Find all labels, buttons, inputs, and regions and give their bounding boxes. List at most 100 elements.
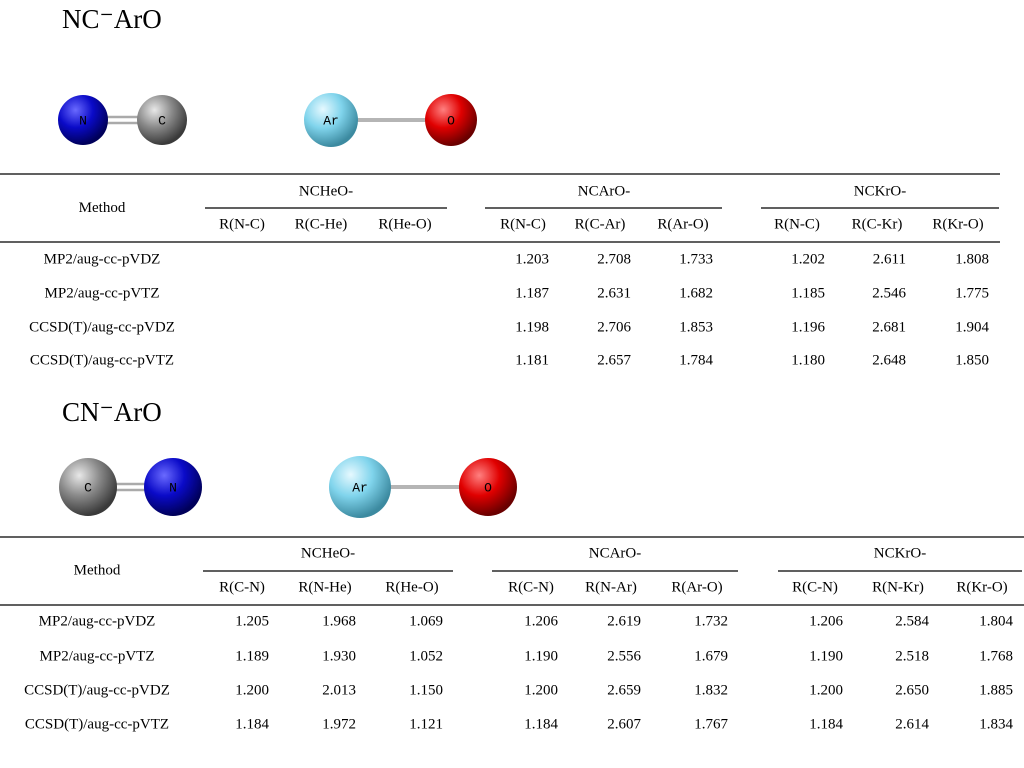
value-cell: 1.206 xyxy=(809,613,843,629)
section-title: CN⁻ArO xyxy=(62,397,162,427)
atom xyxy=(304,93,358,147)
column-header: R(Kr-O) xyxy=(932,216,983,232)
atom xyxy=(425,94,477,146)
value-cell: 1.200 xyxy=(235,682,269,698)
method-cell: CCSD(T)/aug-cc-pVTZ xyxy=(25,716,169,732)
value-cell: 1.196 xyxy=(791,319,825,335)
method-cell: CCSD(T)/aug-cc-pVDZ xyxy=(29,319,175,335)
value-cell: 2.650 xyxy=(895,682,929,698)
value-cell: 2.657 xyxy=(597,352,631,368)
method-cell: MP2/aug-cc-pVTZ xyxy=(40,648,155,664)
value-cell: 1.069 xyxy=(409,613,443,629)
value-cell: 2.631 xyxy=(597,285,631,301)
value-cell: 2.013 xyxy=(322,682,356,698)
atom-label: Ar xyxy=(323,113,339,128)
column-header: R(N-C) xyxy=(219,216,265,232)
value-cell: 2.706 xyxy=(597,319,631,335)
atom-label: O xyxy=(447,113,455,128)
value-cell: 1.679 xyxy=(694,648,728,664)
atom xyxy=(459,458,517,516)
method-cell: CCSD(T)/aug-cc-pVDZ xyxy=(24,682,170,698)
atom-label: N xyxy=(79,113,87,128)
value-cell: 2.611 xyxy=(873,251,906,267)
value-cell: 1.203 xyxy=(515,251,549,267)
column-header: R(C-N) xyxy=(508,579,554,595)
column-header: R(N-He) xyxy=(298,579,351,595)
value-cell: 1.885 xyxy=(979,682,1013,698)
value-cell: 1.190 xyxy=(524,648,558,664)
value-cell: 1.150 xyxy=(409,682,443,698)
column-header: R(N-Ar) xyxy=(585,579,637,595)
value-cell: 1.930 xyxy=(322,648,356,664)
value-cell: 1.205 xyxy=(235,613,269,629)
atom xyxy=(137,95,187,145)
value-cell: 1.121 xyxy=(409,716,443,732)
method-cell: CCSD(T)/aug-cc-pVTZ xyxy=(30,352,174,368)
atom xyxy=(144,458,202,516)
column-header: R(He-O) xyxy=(385,579,438,595)
column-header: Method xyxy=(74,562,121,578)
group-header: NCKrO- xyxy=(874,545,927,561)
group-header: NCHeO- xyxy=(299,183,353,199)
value-cell: 2.607 xyxy=(607,716,641,732)
value-cell: 1.206 xyxy=(524,613,558,629)
group-header: NCArO- xyxy=(578,183,631,199)
value-cell: 2.681 xyxy=(872,319,906,335)
column-header: R(Kr-O) xyxy=(956,579,1007,595)
value-cell: 2.659 xyxy=(607,682,641,698)
method-cell: MP2/aug-cc-pVDZ xyxy=(44,251,161,267)
value-cell: 2.546 xyxy=(872,285,906,301)
value-cell: 1.682 xyxy=(679,285,713,301)
value-cell: 1.202 xyxy=(791,251,825,267)
column-header: R(Ar-O) xyxy=(671,579,722,595)
atom-label: N xyxy=(169,480,177,495)
value-cell: 1.184 xyxy=(524,716,558,732)
value-cell: 1.200 xyxy=(809,682,843,698)
column-header: Method xyxy=(79,200,126,216)
column-header: R(N-C) xyxy=(774,216,820,232)
atom-label: Ar xyxy=(352,480,368,495)
atom-label: C xyxy=(158,113,166,128)
column-header: R(N-Kr) xyxy=(872,579,924,595)
value-cell: 1.052 xyxy=(409,648,443,664)
section-title: NC⁻ArO xyxy=(62,4,162,34)
column-header: R(C-Ar) xyxy=(575,216,626,232)
value-cell: 1.184 xyxy=(235,716,269,732)
value-cell: 1.190 xyxy=(809,648,843,664)
column-header: R(Ar-O) xyxy=(657,216,708,232)
value-cell: 2.619 xyxy=(607,613,641,629)
value-cell: 1.768 xyxy=(979,648,1013,664)
value-cell: 1.968 xyxy=(322,613,356,629)
column-header: R(C-N) xyxy=(219,579,265,595)
atom xyxy=(59,458,117,516)
value-cell: 1.185 xyxy=(791,285,825,301)
value-cell: 1.834 xyxy=(979,716,1013,732)
value-cell: 2.614 xyxy=(895,716,929,732)
atom-label: C xyxy=(84,480,92,495)
value-cell: 1.184 xyxy=(809,716,843,732)
value-cell: 1.784 xyxy=(679,352,713,368)
value-cell: 2.648 xyxy=(872,352,906,368)
value-cell: 1.181 xyxy=(515,352,549,368)
value-cell: 1.187 xyxy=(515,285,549,301)
value-cell: 1.850 xyxy=(955,352,989,368)
value-cell: 1.775 xyxy=(955,285,989,301)
value-cell: 1.733 xyxy=(679,251,713,267)
value-cell: 2.708 xyxy=(597,251,631,267)
atom-label: O xyxy=(484,480,492,495)
value-cell: 2.584 xyxy=(895,613,929,629)
group-header: NCHeO- xyxy=(301,545,355,561)
group-header: NCArO- xyxy=(589,545,642,561)
column-header: R(C-Kr) xyxy=(852,216,903,232)
value-cell: 1.732 xyxy=(694,613,728,629)
value-cell: 1.853 xyxy=(679,319,713,335)
value-cell: 1.904 xyxy=(955,319,989,335)
atom xyxy=(329,456,391,518)
method-cell: MP2/aug-cc-pVTZ xyxy=(45,285,160,301)
atom xyxy=(58,95,108,145)
value-cell: 1.200 xyxy=(524,682,558,698)
column-header: R(C-N) xyxy=(792,579,838,595)
value-cell: 2.556 xyxy=(607,648,641,664)
value-cell: 1.804 xyxy=(979,613,1013,629)
